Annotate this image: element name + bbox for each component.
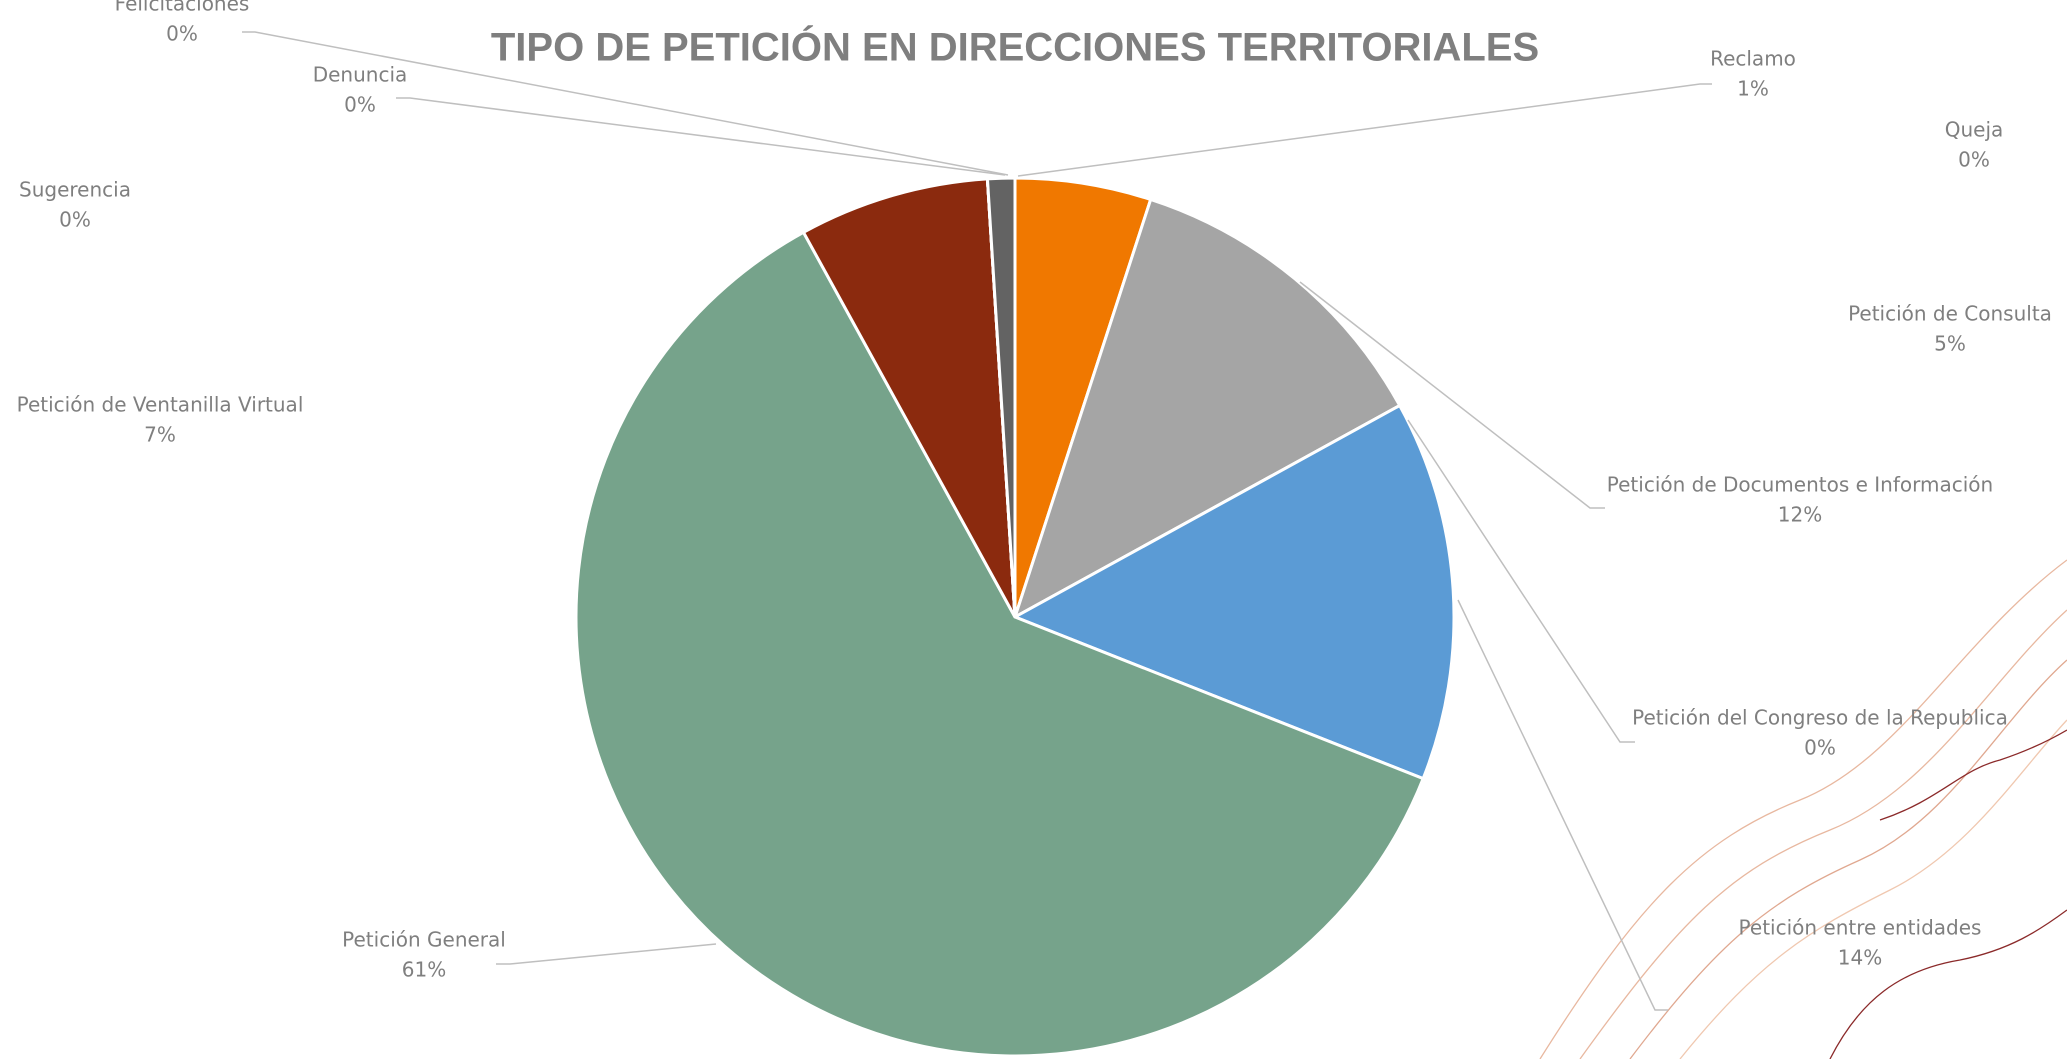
data-label-value: 0% <box>1958 148 1990 172</box>
data-label-name: Petición entre entidades <box>1739 916 1982 940</box>
leader-line <box>496 944 716 964</box>
data-label-value: 14% <box>1838 946 1882 970</box>
decoration <box>1540 560 2067 1059</box>
data-label-value: 0% <box>344 93 376 117</box>
leader-line <box>1458 600 1668 1010</box>
data-label-value: 1% <box>1737 77 1769 101</box>
data-label-name: Queja <box>1945 118 2004 142</box>
data-label-name: Petición de Consulta <box>1848 302 2052 326</box>
data-label-name: Petición General <box>342 928 506 952</box>
data-label-name: Sugerencia <box>19 178 131 202</box>
leader-line <box>396 98 1005 175</box>
chart-title: TIPO DE PETICIÓN EN DIRECCIONES TERRITOR… <box>491 24 1539 70</box>
data-label-value: 0% <box>59 208 91 232</box>
data-label-name: Denuncia <box>313 63 408 87</box>
data-label-value: 61% <box>402 958 446 982</box>
leader-line <box>1018 84 1712 176</box>
data-label-name: Petición de Ventanilla Virtual <box>17 393 304 417</box>
data-label-value: 5% <box>1934 332 1966 356</box>
data-label-value: 12% <box>1778 503 1822 527</box>
chart: TIPO DE PETICIÓN EN DIRECCIONES TERRITOR… <box>0 0 2067 1059</box>
data-label-name: Petición de Documentos e Información <box>1607 473 1993 497</box>
pie <box>576 178 1454 1056</box>
data-label-value: 7% <box>144 423 176 447</box>
data-label-value: 0% <box>166 22 198 46</box>
data-label-name: Petición del Congreso de la Republica <box>1632 706 2008 730</box>
data-label-name: Reclamo <box>1710 47 1796 71</box>
data-label-name: Felicitaciones <box>115 0 250 16</box>
data-label-value: 0% <box>1804 736 1836 760</box>
